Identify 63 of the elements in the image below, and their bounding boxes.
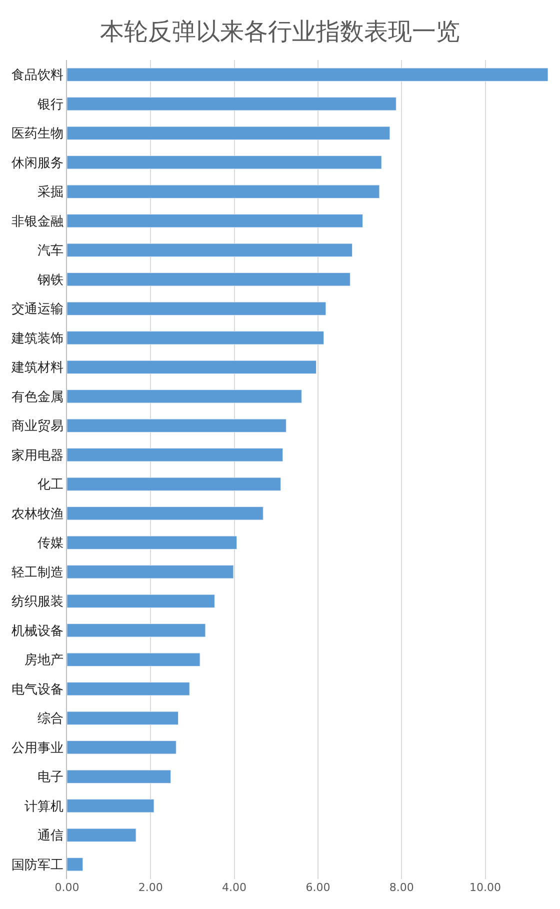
bar <box>67 418 286 432</box>
chart-title: 本轮反弹以来各行业指数表现一览 <box>100 18 460 46</box>
y-tick-label: 计算机 <box>24 799 64 814</box>
y-tick-label: 交通运输 <box>11 301 64 318</box>
y-tick-label: 银行 <box>36 97 64 112</box>
bar <box>67 272 350 286</box>
bar <box>67 302 326 316</box>
bar <box>67 858 84 872</box>
bar <box>67 243 352 257</box>
y-tick-label: 轻工制造 <box>11 565 64 580</box>
x-tick-label: 10.00 <box>470 881 502 894</box>
bar <box>67 448 284 462</box>
bar <box>67 97 396 111</box>
bar <box>67 126 390 140</box>
bar <box>67 828 136 842</box>
bar <box>67 624 206 638</box>
y-tick-label: 农林牧渔 <box>11 506 64 522</box>
y-tick-label: 有色金属 <box>11 390 64 405</box>
y-tick-label: 汽车 <box>37 244 64 259</box>
x-tick-label: 0.00 <box>54 881 80 894</box>
y-tick-label: 国防军工 <box>11 858 64 873</box>
y-tick-label: 纺织服装 <box>11 594 64 610</box>
y-tick-label: 机械设备 <box>11 624 64 639</box>
y-tick-label: 公用事业 <box>11 740 64 756</box>
y-tick-label: 食品饮料 <box>11 68 64 84</box>
y-tick-label: 休闲服务 <box>11 156 64 171</box>
x-tick-label: 4.00 <box>222 881 247 894</box>
y-tick-label: 采掘 <box>37 185 64 200</box>
x-tick-label: 6.00 <box>306 881 330 894</box>
bar <box>67 711 179 725</box>
x-tick-label: 2.00 <box>138 881 163 894</box>
y-tick-label: 电子 <box>37 770 64 786</box>
bar <box>67 536 238 550</box>
y-tick-label: 传媒 <box>37 536 64 552</box>
y-tick-label: 综合 <box>37 712 64 727</box>
bar <box>67 652 200 666</box>
y-tick-label: 房地产 <box>24 652 64 668</box>
x-tick-label: 8.00 <box>389 881 414 894</box>
y-tick-label: 钢铁 <box>36 272 64 288</box>
bar <box>67 770 171 784</box>
bar <box>67 594 215 608</box>
bar <box>67 360 317 374</box>
y-tick-label: 电气设备 <box>11 682 64 698</box>
y-tick-label: 医药生物 <box>11 126 64 142</box>
bar <box>67 506 264 520</box>
y-tick-label: 化工 <box>37 478 64 493</box>
bar <box>67 156 382 170</box>
bar <box>67 390 302 404</box>
bar <box>67 682 190 696</box>
bar <box>67 565 234 579</box>
bar <box>67 68 548 82</box>
y-tick-label: 商业贸易 <box>11 419 64 434</box>
y-tick-label: 建筑装饰 <box>10 331 64 346</box>
bar <box>67 477 281 491</box>
y-tick-label: 建筑材料 <box>10 360 64 376</box>
bar <box>67 331 324 345</box>
y-tick-label: 非银金融 <box>11 214 64 230</box>
y-tick-label: 通信 <box>37 828 64 844</box>
bar <box>67 799 154 813</box>
y-tick-label: 家用电器 <box>11 447 64 464</box>
bar <box>67 740 176 754</box>
bar <box>67 214 363 228</box>
bar <box>67 184 380 198</box>
